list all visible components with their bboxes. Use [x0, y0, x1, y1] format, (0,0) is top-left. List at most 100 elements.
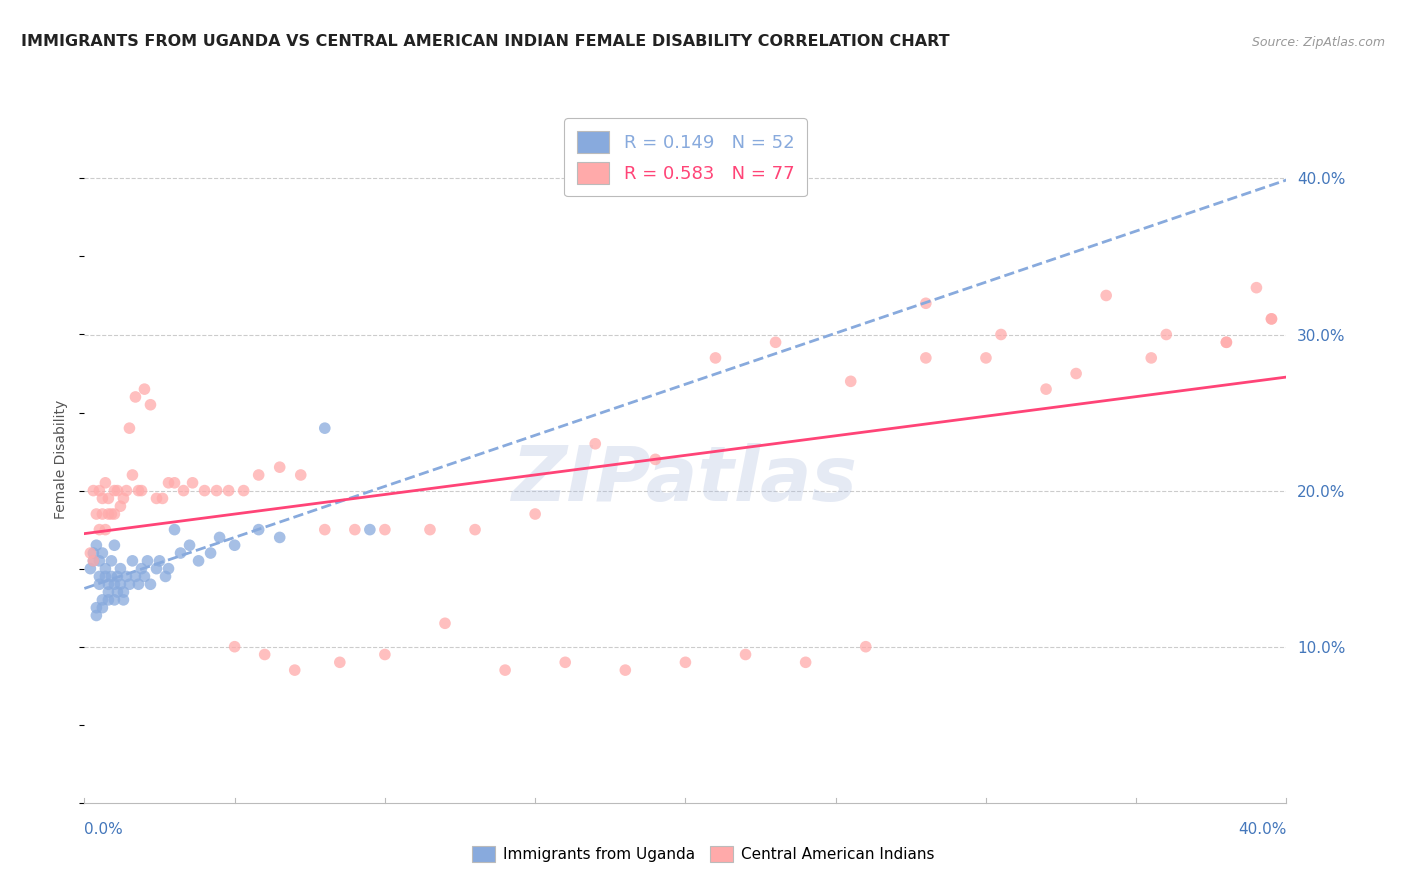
Point [94, 523, 117, 537]
Point [290, 468, 312, 483]
Point [94, 475, 117, 490]
Point [329, 655, 352, 669]
Point [554, 655, 576, 669]
Point [915, 351, 938, 365]
Point [644, 452, 666, 467]
Point [110, 562, 132, 576]
Point [157, 562, 180, 576]
Point [115, 483, 138, 498]
Point [86, 608, 108, 623]
Point [86, 507, 108, 521]
Point [118, 421, 141, 435]
Point [359, 523, 381, 537]
Point [253, 648, 276, 662]
Point [583, 437, 606, 451]
Point [131, 483, 153, 498]
Point [205, 483, 228, 498]
Point [1035, 382, 1057, 396]
Point [1215, 335, 1237, 350]
Point [91, 491, 114, 506]
Point [82, 554, 104, 568]
Point [284, 663, 307, 677]
Point [1215, 335, 1237, 350]
Point [103, 577, 125, 591]
Point [86, 600, 108, 615]
Point [86, 538, 108, 552]
Point [374, 648, 396, 662]
Point [269, 530, 291, 544]
Point [163, 475, 186, 490]
Point [247, 523, 270, 537]
Point [100, 554, 122, 568]
Text: Source: ZipAtlas.com: Source: ZipAtlas.com [1251, 36, 1385, 49]
Point [614, 663, 637, 677]
Point [139, 398, 162, 412]
Point [734, 648, 756, 662]
Point [97, 577, 120, 591]
Point [269, 460, 291, 475]
Point [107, 483, 129, 498]
Point [218, 483, 240, 498]
Point [704, 351, 727, 365]
Point [314, 421, 336, 435]
Point [103, 507, 125, 521]
Point [208, 530, 231, 544]
Point [855, 640, 877, 654]
Point [82, 483, 104, 498]
Point [224, 640, 246, 654]
Point [100, 507, 122, 521]
Point [107, 569, 129, 583]
Point [1095, 288, 1118, 302]
Point [89, 483, 111, 498]
Point [97, 491, 120, 506]
Point [200, 546, 222, 560]
Point [419, 523, 441, 537]
Point [91, 507, 114, 521]
Point [990, 327, 1012, 342]
Text: ZIPatlas: ZIPatlas [512, 443, 859, 517]
Point [110, 500, 132, 514]
Point [124, 569, 146, 583]
Point [91, 546, 114, 560]
Point [89, 554, 111, 568]
Point [145, 491, 167, 506]
Point [89, 569, 111, 583]
Point [134, 569, 156, 583]
Point [89, 523, 111, 537]
Point [765, 335, 787, 350]
Point [107, 585, 129, 599]
Y-axis label: Female Disability: Female Disability [55, 400, 69, 519]
Legend: Immigrants from Uganda, Central American Indians: Immigrants from Uganda, Central American… [465, 840, 941, 868]
Text: IMMIGRANTS FROM UGANDA VS CENTRAL AMERICAN INDIAN FEMALE DISABILITY CORRELATION : IMMIGRANTS FROM UGANDA VS CENTRAL AMERIC… [21, 34, 949, 49]
Point [374, 523, 396, 537]
Point [103, 483, 125, 498]
Point [115, 569, 138, 583]
Point [127, 483, 149, 498]
Point [139, 577, 162, 591]
Point [110, 577, 132, 591]
Point [157, 475, 180, 490]
Point [97, 585, 120, 599]
Point [82, 546, 104, 560]
Point [179, 538, 201, 552]
Point [343, 523, 366, 537]
Point [169, 546, 191, 560]
Point [97, 507, 120, 521]
Point [464, 523, 486, 537]
Point [94, 562, 117, 576]
Point [1260, 312, 1282, 326]
Point [103, 538, 125, 552]
Point [148, 554, 170, 568]
Point [100, 569, 122, 583]
Point [794, 655, 817, 669]
Point [82, 554, 104, 568]
Point [97, 592, 120, 607]
Text: 0.0%: 0.0% [84, 822, 124, 837]
Point [1260, 312, 1282, 326]
Point [839, 375, 862, 389]
Point [1140, 351, 1163, 365]
Point [112, 592, 135, 607]
Point [112, 585, 135, 599]
Point [524, 507, 547, 521]
Point [434, 616, 457, 631]
